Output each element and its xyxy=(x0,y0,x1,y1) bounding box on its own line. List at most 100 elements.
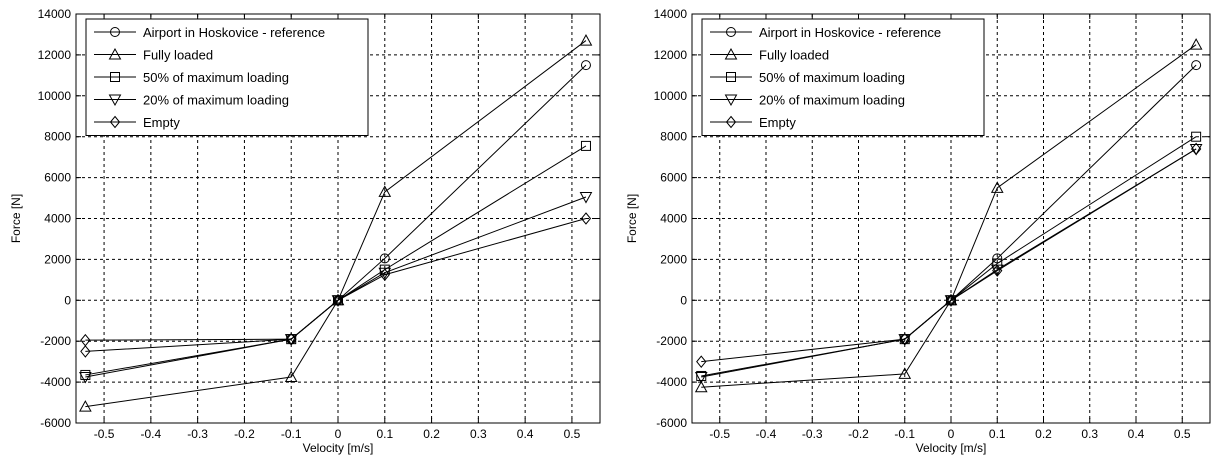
data-point xyxy=(79,400,92,412)
series-line xyxy=(85,218,587,352)
legend-marker xyxy=(724,94,738,107)
data-point xyxy=(580,212,592,225)
legend-marker xyxy=(108,47,122,60)
data-point xyxy=(1189,143,1203,156)
legend-marker xyxy=(110,27,120,37)
legend-entry: Airport in Hoskovice - reference xyxy=(710,25,941,40)
legend-entry: 50% of maximum loading xyxy=(710,70,905,85)
legend-label: Empty xyxy=(759,115,796,130)
y-tick-label: 12000 xyxy=(654,48,688,62)
legend-entry: Empty xyxy=(94,115,180,130)
y-tick-label: -4000 xyxy=(40,375,71,389)
x-tick-label: 0.1 xyxy=(376,427,393,441)
legend-label: Airport in Hoskovice - reference xyxy=(759,25,941,40)
legend: Airport in Hoskovice - reference Fully lo… xyxy=(85,18,369,136)
data-point xyxy=(286,332,297,346)
y-tick-label: 8000 xyxy=(44,130,71,144)
legend-label: 50% of maximum loading xyxy=(759,70,905,85)
data-point xyxy=(80,345,91,358)
series-line xyxy=(85,338,292,341)
y-tick-label: -2000 xyxy=(40,334,71,348)
chart-panel-2: -0.5 -0.4 -0.3 -0.2 -0.1 0 0.1 0.2 0.3 0.4 0.5 -600… xyxy=(625,7,1211,455)
legend-label: 50% of maximum loading xyxy=(143,70,289,85)
legend-label: Empty xyxy=(143,115,180,130)
legend: Airport in Hoskovice - reference Fully lo… xyxy=(701,18,985,136)
x-tick-label: 0.2 xyxy=(423,427,440,441)
x-tick-label: 0 xyxy=(335,427,342,441)
x-tick-label: -0.1 xyxy=(281,427,302,441)
x-tick-label: -0.3 xyxy=(802,427,823,441)
data-point xyxy=(284,370,298,382)
y-tick-label: -6000 xyxy=(656,416,687,430)
legend-label: Fully loaded xyxy=(143,48,213,63)
x-tick-label: 0.5 xyxy=(564,427,581,441)
data-point xyxy=(1191,60,1202,71)
y-tick-label: -4000 xyxy=(656,375,687,389)
legend-entry: 20% of maximum loading xyxy=(94,93,289,108)
legend-label: Airport in Hoskovice - reference xyxy=(143,25,325,40)
data-point xyxy=(379,268,390,282)
x-tick-label: 0.2 xyxy=(1035,427,1052,441)
data-point xyxy=(992,258,1003,269)
x-tick-label: 0 xyxy=(948,427,955,441)
y-tick-label: 4000 xyxy=(660,212,687,226)
x-axis-label: Velocity [m/s] xyxy=(916,441,987,455)
x-tick-label: 0.4 xyxy=(1128,427,1145,441)
data-point xyxy=(579,34,593,46)
data-point xyxy=(694,380,708,393)
legend-label: Fully loaded xyxy=(759,48,829,63)
data-point xyxy=(990,181,1004,193)
series-6 xyxy=(80,332,297,347)
y-tick-label: 6000 xyxy=(660,171,687,185)
data-point xyxy=(1190,142,1202,156)
x-tick-label: -0.2 xyxy=(234,427,255,441)
x-tick-label: 0.1 xyxy=(989,427,1006,441)
data-point xyxy=(580,60,591,71)
x-tick-label: 0.4 xyxy=(517,427,534,441)
legend-entry: Empty xyxy=(710,115,796,130)
legend-entry: 50% of maximum loading xyxy=(94,70,289,85)
legend-marker xyxy=(110,72,120,82)
x-tick-label: -0.4 xyxy=(141,427,162,441)
data-point xyxy=(944,295,958,307)
y-tick-label: -6000 xyxy=(40,416,71,430)
x-tick-label: 0.3 xyxy=(1081,427,1098,441)
x-tick-label: -0.1 xyxy=(894,427,915,441)
data-point xyxy=(80,333,91,347)
x-tick-label: -0.4 xyxy=(756,427,777,441)
x-tick-label: -0.2 xyxy=(848,427,869,441)
data-point xyxy=(898,367,912,379)
data-point xyxy=(332,294,344,307)
legend-label: 20% of maximum loading xyxy=(143,93,289,108)
data-point xyxy=(696,355,707,368)
y-axis-label: Force [N] xyxy=(625,194,639,243)
y-axis-label: Force [N] xyxy=(9,194,23,243)
data-point xyxy=(1191,131,1202,142)
data-point xyxy=(579,192,593,204)
legend-label: 20% of maximum loading xyxy=(759,93,905,108)
data-point xyxy=(79,371,92,384)
legend-marker xyxy=(108,94,122,107)
data-point xyxy=(992,264,1003,277)
legend-entry: Airport in Hoskovice - reference xyxy=(94,25,325,40)
x-axis-label: Velocity [m/s] xyxy=(303,441,374,455)
legend-marker xyxy=(109,115,121,129)
y-tick-label: 14000 xyxy=(654,7,688,21)
y-tick-label: 10000 xyxy=(654,89,688,103)
y-tick-label: -2000 xyxy=(656,334,687,348)
data-point xyxy=(331,295,345,307)
y-tick-label: 0 xyxy=(680,293,687,307)
y-tick-label: 2000 xyxy=(660,252,687,266)
x-tick-label: 0.3 xyxy=(470,427,487,441)
x-tick-label: -0.5 xyxy=(94,427,115,441)
y-tick-label: 6000 xyxy=(44,171,71,185)
x-tick-label: -0.5 xyxy=(709,427,730,441)
y-tick-label: 10000 xyxy=(38,89,72,103)
series-line xyxy=(701,148,1197,363)
y-tick-label: 0 xyxy=(64,293,71,307)
y-tick-label: 2000 xyxy=(44,252,71,266)
data-point xyxy=(1189,38,1203,50)
legend-entry: Fully loaded xyxy=(94,48,213,63)
x-tick-label: -0.3 xyxy=(187,427,208,441)
